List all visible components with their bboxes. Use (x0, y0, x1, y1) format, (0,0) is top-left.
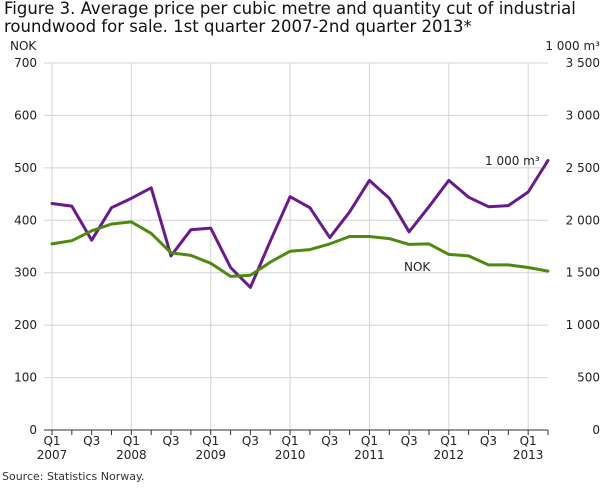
x-tick-label-quarter: Q3 (242, 434, 259, 448)
x-tick-label-year: 2009 (195, 448, 226, 462)
x-tick-label-year: 2007 (37, 448, 68, 462)
series-line-volume (50, 159, 550, 289)
left-tick-label: 0 (29, 423, 37, 437)
x-tick-label-year: 2012 (434, 448, 465, 462)
source-note: Source: Statistics Norway. (2, 470, 145, 483)
gridlines (44, 62, 548, 430)
x-tick-label-quarter: Q1 (202, 434, 219, 448)
left-tick-label: 400 (14, 213, 37, 227)
left-axis-unit-label: NOK (10, 39, 37, 53)
x-tick-label-quarter: Q1 (282, 434, 299, 448)
x-tick-label-quarter: Q3 (162, 434, 179, 448)
left-tick-label: 100 (14, 371, 37, 385)
left-tick-label: 500 (14, 161, 37, 175)
x-tick-label-quarter: Q3 (401, 434, 418, 448)
series-label-volume: 1 000 m³ (485, 154, 540, 168)
series-lines (50, 159, 550, 289)
left-tick-label: 700 (14, 56, 37, 70)
right-tick-label: 0 (592, 423, 600, 437)
right-axis-unit-label: 1 000 m³ (545, 39, 600, 53)
x-tick-label-quarter: Q3 (321, 434, 338, 448)
x-tick-label-quarter: Q3 (480, 434, 497, 448)
right-tick-label: 2 500 (566, 161, 600, 175)
x-tick-label-quarter: Q1 (123, 434, 140, 448)
x-tick-label-year: 2011 (354, 448, 385, 462)
x-tick-label-quarter: Q1 (43, 434, 60, 448)
right-tick-label: 3 000 (566, 108, 600, 122)
left-tick-label: 300 (14, 266, 37, 280)
left-tick-label: 600 (14, 108, 37, 122)
series-line-price (50, 220, 550, 278)
series-label-price: NOK (404, 260, 431, 274)
right-tick-label: 500 (577, 371, 600, 385)
right-tick-label: 1 000 (566, 318, 600, 332)
x-tick-label-quarter: Q1 (440, 434, 457, 448)
labels: NOK 1 000 m³ 1 000 m³ NOK (10, 39, 600, 274)
x-tick-label-quarter: Q1 (361, 434, 378, 448)
right-tick-label: 2 000 (566, 213, 600, 227)
x-tick-label-quarter: Q1 (520, 434, 537, 448)
axes: 0 100 200 300 400 500 600 700 0 500 1 000 1 500 2 00… (14, 56, 600, 462)
chart-title: Figure 3. Average price per cubic metre … (4, 0, 576, 36)
x-tick-label-year: 2010 (275, 448, 306, 462)
right-tick-label: 3 500 (566, 56, 600, 70)
x-tick-label-quarter: Q3 (83, 434, 100, 448)
right-tick-label: 1 500 (566, 266, 600, 280)
left-tick-label: 200 (14, 318, 37, 332)
x-tick-label-year: 2008 (116, 448, 147, 462)
x-tick-label-year: 2013 (513, 448, 544, 462)
